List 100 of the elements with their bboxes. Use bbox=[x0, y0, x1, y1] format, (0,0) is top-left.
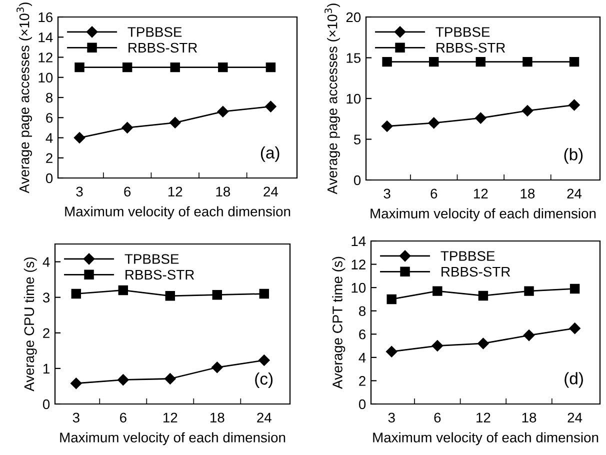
point bbox=[522, 105, 534, 116]
point bbox=[265, 100, 276, 112]
x-tick-label: 18 bbox=[210, 412, 224, 423]
point bbox=[523, 330, 535, 341]
legend-label: TPBBSE bbox=[128, 27, 182, 37]
legend-label: RBBS-STR bbox=[442, 266, 510, 277]
point bbox=[476, 56, 486, 67]
point bbox=[74, 62, 84, 72]
point bbox=[568, 99, 580, 111]
point bbox=[118, 374, 129, 386]
y-tick-label: 10 bbox=[38, 72, 53, 83]
point bbox=[217, 106, 229, 118]
y-tick-label: 3 bbox=[42, 292, 50, 303]
x-axis-title: Maximum velocity of each dimension bbox=[65, 206, 290, 220]
legend-label: TPBBSE bbox=[436, 27, 490, 37]
point bbox=[432, 286, 442, 296]
point bbox=[164, 373, 176, 384]
point bbox=[118, 285, 128, 296]
point bbox=[71, 288, 82, 299]
y-tick-label: 2 bbox=[359, 376, 366, 386]
x-tick-label: 24 bbox=[567, 188, 582, 198]
annotation: (b) bbox=[564, 148, 583, 164]
point bbox=[122, 62, 132, 72]
y-tick-label: 2 bbox=[43, 328, 50, 338]
point bbox=[266, 62, 276, 72]
point bbox=[386, 294, 396, 304]
point bbox=[428, 117, 440, 129]
y-tick-label: 8 bbox=[359, 306, 366, 316]
y-tick-label: 4 bbox=[42, 257, 50, 267]
y-tick-label: 16 bbox=[38, 12, 53, 22]
y-tick-label: 6 bbox=[359, 329, 366, 340]
point bbox=[569, 322, 580, 334]
point bbox=[569, 56, 580, 67]
point bbox=[386, 346, 398, 358]
annotation: (c) bbox=[255, 372, 273, 388]
y-tick-label: 12 bbox=[38, 52, 52, 62]
x-tick-label: 12 bbox=[474, 188, 488, 198]
x-tick-label: 6 bbox=[434, 412, 441, 423]
y-tick-label: 6 bbox=[46, 112, 53, 123]
point bbox=[475, 112, 486, 124]
x-tick-label: 24 bbox=[568, 412, 582, 422]
x-tick-label: 3 bbox=[72, 412, 80, 423]
y-tick-label: 5 bbox=[354, 134, 361, 144]
point bbox=[258, 354, 270, 366]
y-tick-label: 0 bbox=[46, 173, 53, 184]
x-axis-title: Maximum velocity of each dimension bbox=[373, 432, 598, 446]
legend-label: TPBBSE bbox=[124, 254, 179, 264]
y-axis-title: Average page accesses (×10$^{3}$) bbox=[16, 2, 32, 194]
y-axis-title: Average CPT time (s) bbox=[332, 256, 346, 389]
point bbox=[522, 56, 532, 67]
point bbox=[429, 56, 439, 67]
y-axis-title: Average CPU time (s) bbox=[24, 257, 37, 392]
y-tick-label: 12 bbox=[352, 260, 366, 270]
x-tick-label: 18 bbox=[520, 188, 535, 199]
y-tick-label: 4 bbox=[46, 133, 53, 143]
y-tick-label: 2 bbox=[46, 153, 52, 163]
x-tick-label: 6 bbox=[430, 188, 438, 199]
x-tick-label: 3 bbox=[384, 188, 390, 199]
point bbox=[74, 132, 86, 144]
point bbox=[122, 122, 133, 134]
x-axis-title: Maximum velocity of each dimension bbox=[60, 432, 286, 446]
point bbox=[218, 62, 228, 72]
x-tick-label: 3 bbox=[388, 412, 395, 423]
point bbox=[524, 286, 534, 296]
point bbox=[381, 120, 393, 132]
y-tick-label: 14 bbox=[38, 32, 53, 42]
annotation: (d) bbox=[564, 372, 583, 388]
legend-label: RBBS-STR bbox=[126, 270, 194, 280]
x-tick-label: 24 bbox=[264, 186, 278, 196]
x-tick-label: 3 bbox=[76, 186, 83, 197]
point bbox=[382, 56, 392, 67]
y-tick-label: 15 bbox=[346, 53, 361, 63]
legend-label: RBBS-STR bbox=[128, 42, 198, 53]
point bbox=[165, 291, 176, 301]
x-axis-title: Maximum velocity of each dimension bbox=[370, 208, 596, 222]
y-tick-label: 10 bbox=[346, 94, 361, 104]
x-tick-label: 24 bbox=[257, 412, 272, 422]
x-tick-label: 18 bbox=[216, 186, 230, 197]
point bbox=[170, 117, 181, 128]
x-tick-label: 12 bbox=[476, 412, 490, 422]
x-tick-label: 18 bbox=[522, 412, 536, 423]
legend-label: RBBS-STR bbox=[436, 42, 506, 53]
x-tick-label: 12 bbox=[168, 186, 182, 196]
y-axis-title: Average page accesses (×10$^{3}$) bbox=[324, 4, 340, 194]
point bbox=[70, 378, 82, 389]
point bbox=[212, 290, 222, 300]
point bbox=[259, 288, 270, 299]
y-tick-label: 0 bbox=[358, 399, 366, 410]
point bbox=[478, 338, 489, 350]
point bbox=[212, 362, 223, 373]
point bbox=[478, 290, 488, 301]
y-tick-label: 0 bbox=[354, 175, 361, 186]
annotation: (a) bbox=[260, 146, 280, 162]
y-tick-label: 1 bbox=[43, 364, 50, 374]
point bbox=[170, 62, 180, 72]
y-tick-label: 14 bbox=[352, 236, 366, 246]
x-tick-label: 6 bbox=[124, 186, 131, 197]
y-tick-label: 0 bbox=[42, 399, 50, 410]
point bbox=[570, 284, 580, 294]
point bbox=[432, 340, 444, 352]
